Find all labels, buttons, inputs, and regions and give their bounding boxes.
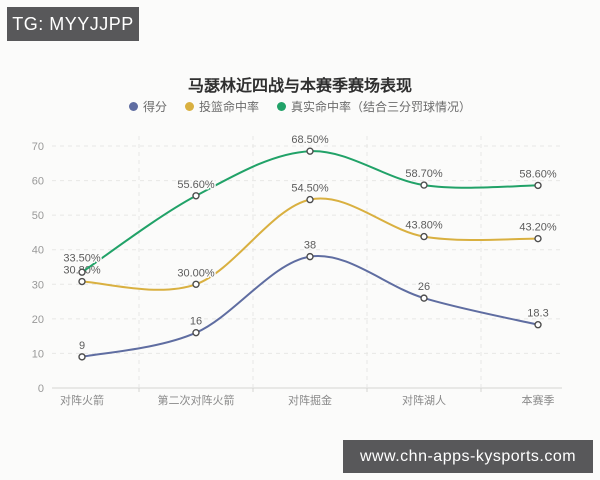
data-point-marker (534, 321, 542, 329)
data-point-label: 30.00% (177, 267, 215, 279)
data-point-marker (78, 268, 86, 276)
telegram-badge-label: TG: MYYJJPP (12, 13, 134, 34)
legend-item-0[interactable]: 得分 (128, 98, 167, 115)
data-point-marker (534, 234, 542, 243)
legend-item-1[interactable]: 投篮命中率 (184, 98, 259, 115)
x-category-label: 对阵湖人 (402, 393, 446, 407)
y-tick-label: 70 (32, 141, 44, 153)
y-tick-label: 20 (32, 314, 44, 326)
legend-dot-icon (128, 102, 138, 111)
data-point-label: 55.60% (177, 179, 215, 191)
chart-legend: 得分 投篮命中率 真实命中率（结合三分罚球情况） (0, 98, 600, 115)
y-tick-label: 10 (32, 348, 44, 360)
data-point-marker (192, 280, 200, 288)
x-category-label: 本赛季 (522, 393, 555, 407)
legend-label: 投篮命中率 (198, 100, 259, 114)
series-line-0 (81, 255, 539, 358)
x-category-label: 对阵掘金 (288, 393, 332, 407)
x-category-label: 对阵火箭 (60, 393, 104, 407)
data-point-label: 18.3 (527, 308, 548, 320)
data-point-label: 54.50% (291, 183, 329, 195)
data-point-label: 16 (190, 316, 202, 328)
data-point-marker (78, 353, 86, 361)
data-point-marker (534, 181, 542, 190)
data-point-label: 33.50% (63, 253, 101, 265)
legend-item-2[interactable]: 真实命中率（结合三分罚球情况） (277, 98, 471, 115)
y-tick-label: 30 (32, 279, 44, 291)
data-point-label: 26 (418, 281, 430, 293)
data-point-marker (78, 277, 86, 286)
data-point-marker (306, 195, 314, 204)
data-point-label: 43.20% (519, 222, 557, 234)
legend-label: 真实命中率（结合三分罚球情况） (291, 100, 472, 114)
legend-dot-icon (184, 102, 194, 111)
data-point-label: 68.50% (291, 134, 329, 146)
data-point-label: 58.70% (405, 168, 443, 180)
data-point-marker (420, 232, 428, 241)
data-point-marker (192, 328, 200, 337)
telegram-badge: TG: MYYJJPP (7, 7, 139, 41)
data-point-marker (192, 192, 200, 200)
legend-dot-icon (277, 102, 286, 111)
data-point-label: 43.80% (405, 220, 443, 232)
y-tick-label: 0 (38, 383, 44, 395)
data-point-label: 58.60% (519, 168, 557, 180)
data-point-label: 38 (304, 240, 316, 252)
legend-label: 得分 (142, 100, 167, 114)
website-badge: www.chn-apps-kysports.com (343, 440, 593, 473)
data-point-marker (420, 294, 428, 302)
website-badge-label: www.chn-apps-kysports.com (359, 447, 577, 465)
data-point-marker (420, 181, 428, 189)
data-point-marker (306, 147, 314, 155)
y-tick-label: 40 (32, 245, 44, 257)
chart-title: 马瑟林近四战与本赛季赛场表现 (187, 78, 412, 95)
y-tick-label: 60 (32, 176, 44, 188)
x-category-label: 第二次对阵火箭 (158, 393, 235, 407)
y-tick-label: 50 (32, 210, 44, 222)
data-point-marker (306, 252, 314, 261)
data-point-label: 9 (79, 340, 85, 352)
